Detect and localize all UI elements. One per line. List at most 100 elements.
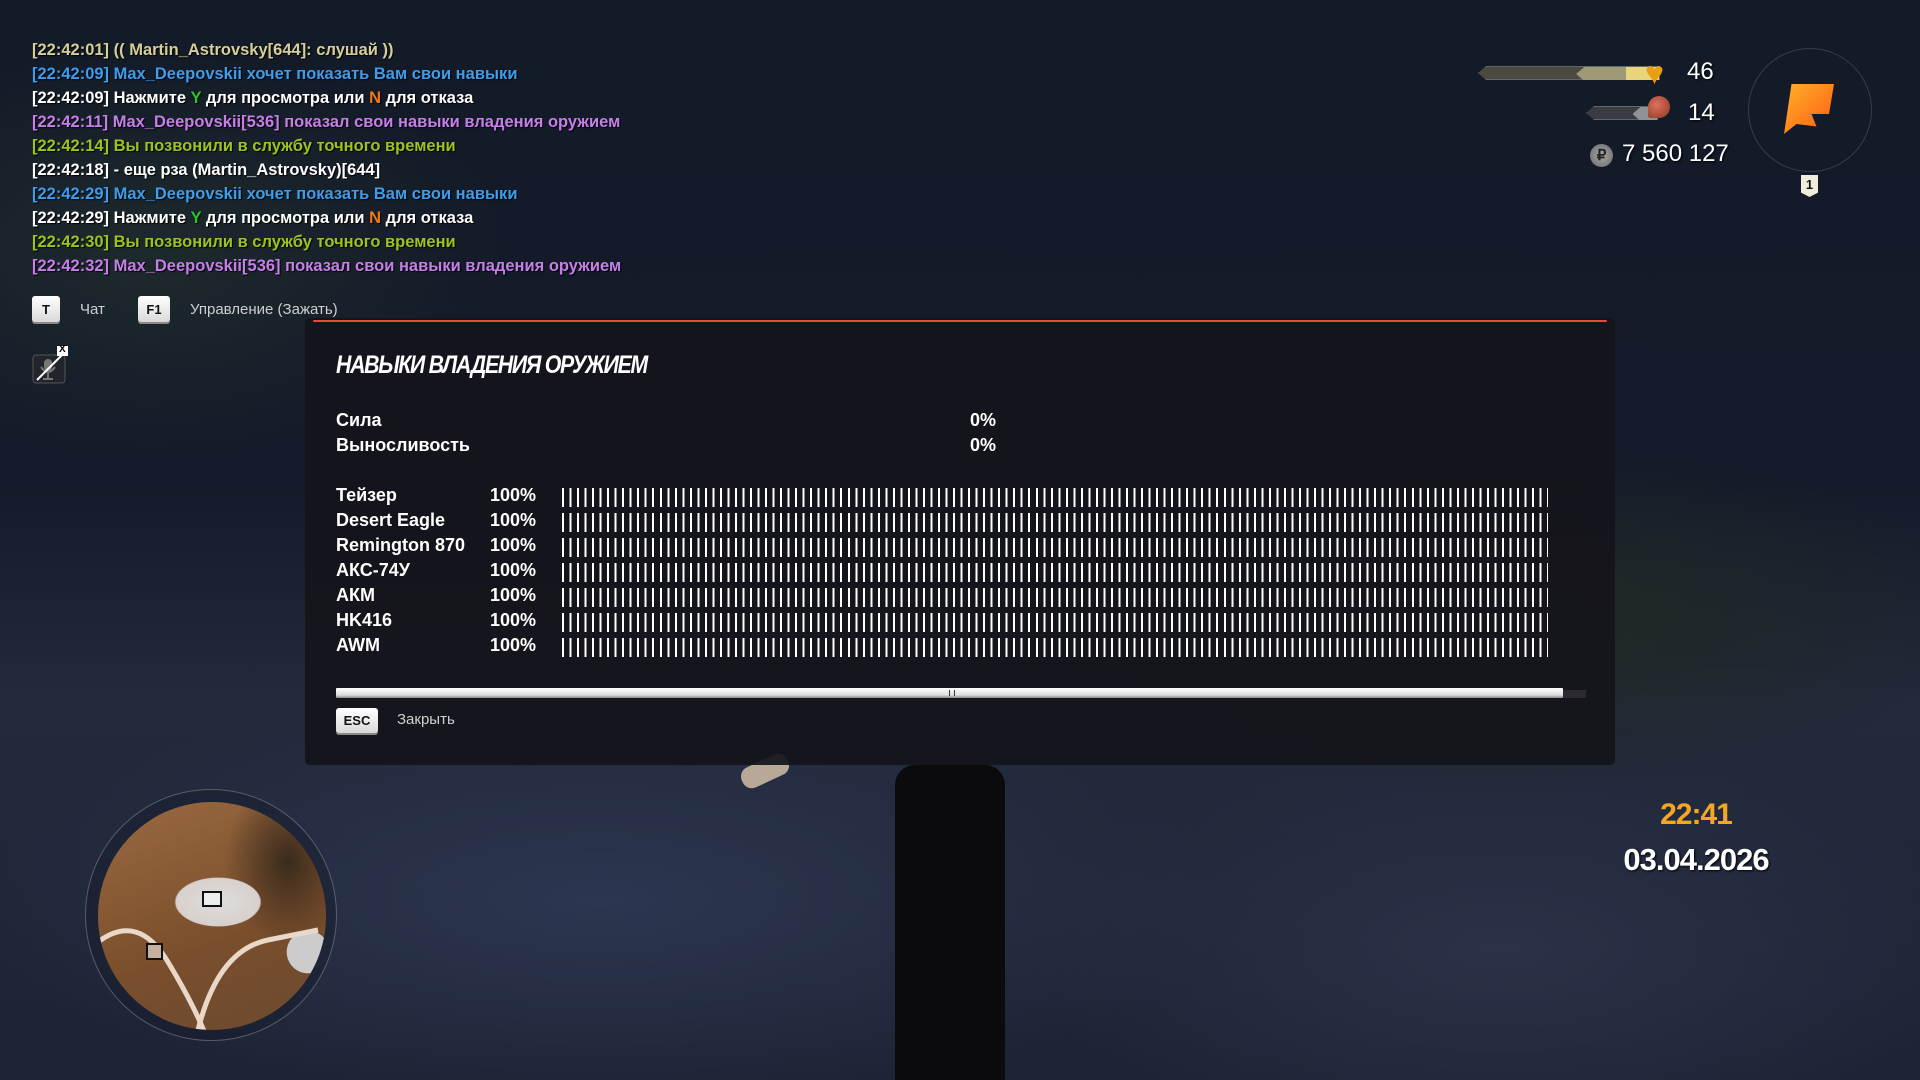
health-value: 46 [1687,58,1714,85]
weapon-name: HK416 [336,610,393,630]
dialog-title: НАВЫКИ ВЛАДЕНИЯ ОРУЖИЕМ [336,351,648,379]
chat-segment: [22:42:09] Нажмите [32,89,191,107]
control-hint[interactable]: F1 Управление (Зажать) [138,296,338,322]
chat-line: [22:42:32] Max_Deepovskii[536] показал с… [32,254,621,278]
chat-segment: [22:42:14] Вы позвонили в службу точного… [32,137,456,155]
weapon-name: Remington 870 [336,535,466,555]
hunger-value: 14 [1688,99,1715,126]
chat-segment: N [369,209,382,227]
mic-muted-badge: X [59,344,66,355]
chat-segment: [22:42:09] Max_Deepovskii хочет показать… [32,65,518,83]
weapon-skill-value: 100% [490,510,537,530]
weapon-name: АКМ [336,585,375,605]
weapon-skill-value: 100% [490,560,537,580]
clock-date: 03.04.2026 [1623,842,1769,877]
chat-line: [22:42:18] - еще рза (Martin_Astrovsky)[… [32,158,621,182]
weapon-skill-bar [562,563,1548,582]
chat-segment: Y [190,209,202,227]
weapon-skill-fill [562,563,1548,582]
chat-hint-label: Чат [80,300,105,318]
character-legs [895,765,1005,1080]
weapon-skill-bar [562,638,1548,657]
chat-segment: [22:42:18] - еще рза (Martin_Astrovsky)[… [32,161,381,179]
chat-hint[interactable]: T Чат [32,296,105,322]
chat-line: [22:42:14] Вы позвонили в службу точного… [32,134,621,158]
weapon-skills-dialog: НАВЫКИ ВЛАДЕНИЯ ОРУЖИЕМ Сила 0% Вынослив… [305,318,1615,765]
weapon-name: Desert Eagle [336,510,446,530]
horizontal-scrollbar[interactable] [336,688,1586,698]
weapon-skill-row: Тейзер 100% [336,485,1586,510]
player-marker-icon [202,891,222,907]
waypoint-icon [146,943,163,960]
chat-line: [22:42:30] Вы позвонили в службу точного… [32,230,621,254]
weapon-skill-bar [562,538,1548,557]
chat-segment: [22:42:29] Max_Deepovskii хочет показать… [32,185,518,203]
chat-segment: [22:42:32] Max_Deepovskii[536] показал с… [32,257,622,275]
chat-segment: для просмотра или [201,209,370,227]
chat-line: [22:42:29] Нажмите Y для просмотра или N… [32,206,621,230]
weapon-skill-fill [562,513,1548,532]
weapon-skill-row: АКМ 100% [336,585,1586,610]
scrollbar-thumb[interactable] [336,688,1563,698]
meat-icon [1648,96,1670,118]
weapon-skill-fill [562,538,1548,557]
weapon-skill-row: Remington 870 100% [336,535,1586,560]
clock-time: 22:41 [1660,798,1733,831]
weapon-skill-value: 100% [490,610,537,630]
logo-icon [1784,84,1834,134]
control-key[interactable]: F1 [138,296,170,322]
weapon-skill-fill [562,488,1548,507]
stat-value: 0% [970,410,997,430]
accent-line [313,320,1607,322]
chat-line: [22:42:09] Нажмите Y для просмотра или N… [32,86,621,110]
chat-line: [22:42:11] Max_Deepovskii[536] показал с… [32,110,621,134]
chat-segment: для отказа [381,209,474,227]
minimap[interactable] [85,789,337,1041]
esc-button[interactable]: ESC [336,708,378,733]
control-hint-label: Управление (Зажать) [190,300,338,318]
weapon-skill-bar [562,488,1548,507]
chat-segment: [22:42:01] (( Martin_Astrovsky[644]: слу… [32,41,394,59]
money-value: 7 560 127 [1622,140,1729,167]
weapon-skill-bar [562,513,1548,532]
heart-icon: ♥ [1645,55,1664,91]
stat-label: Выносливость [336,435,470,455]
chat-key[interactable]: T [32,296,60,322]
chat-segment: [22:42:29] Нажмите [32,209,191,227]
mic-muted-icon[interactable]: X [32,343,68,385]
weapon-skill-fill [562,638,1548,657]
close-label[interactable]: Закрыть [397,711,455,728]
weapon-skill-value: 100% [490,585,537,605]
chat-log: [22:42:01] (( Martin_Astrovsky[644]: слу… [32,38,621,278]
chat-line: [22:42:09] Max_Deepovskii хочет показать… [32,62,621,86]
weapon-skill-bar [562,588,1548,607]
chat-segment: [22:42:30] Вы позвонили в службу точного… [32,233,456,251]
ruble-icon: ₽ [1590,144,1613,167]
chat-line: [22:42:01] (( Martin_Astrovsky[644]: слу… [32,38,621,62]
chat-segment: Y [190,89,202,107]
weapon-skill-value: 100% [490,635,537,655]
weapon-skill-row: Desert Eagle 100% [336,510,1586,535]
grip-icon [949,690,955,696]
stat-value: 0% [970,435,997,455]
health-bar [1478,66,1660,80]
weapon-skill-bar [562,613,1548,632]
chat-segment: для отказа [381,89,474,107]
weapon-name: AWM [336,635,380,655]
weapon-skill-row: HK416 100% [336,610,1586,635]
weapon-skill-fill [562,588,1548,607]
chat-segment: для просмотра или [201,89,370,107]
weapon-name: АКС-74У [336,560,410,580]
chat-segment: [22:42:11] Max_Deepovskii[536] показал с… [32,113,621,131]
server-emblem [1748,48,1872,172]
chat-line: [22:42:29] Max_Deepovskii хочет показать… [32,182,621,206]
stat-label: Сила [336,410,382,430]
server-badge: 1 [1801,175,1818,197]
chat-segment: N [369,89,382,107]
weapon-skill-fill [562,613,1548,632]
weapon-name: Тейзер [336,485,397,505]
weapon-skill-value: 100% [490,485,537,505]
weapon-skill-row: АКС-74У 100% [336,560,1586,585]
weapon-skill-value: 100% [490,535,537,555]
weapon-skill-row: AWM 100% [336,635,1586,660]
